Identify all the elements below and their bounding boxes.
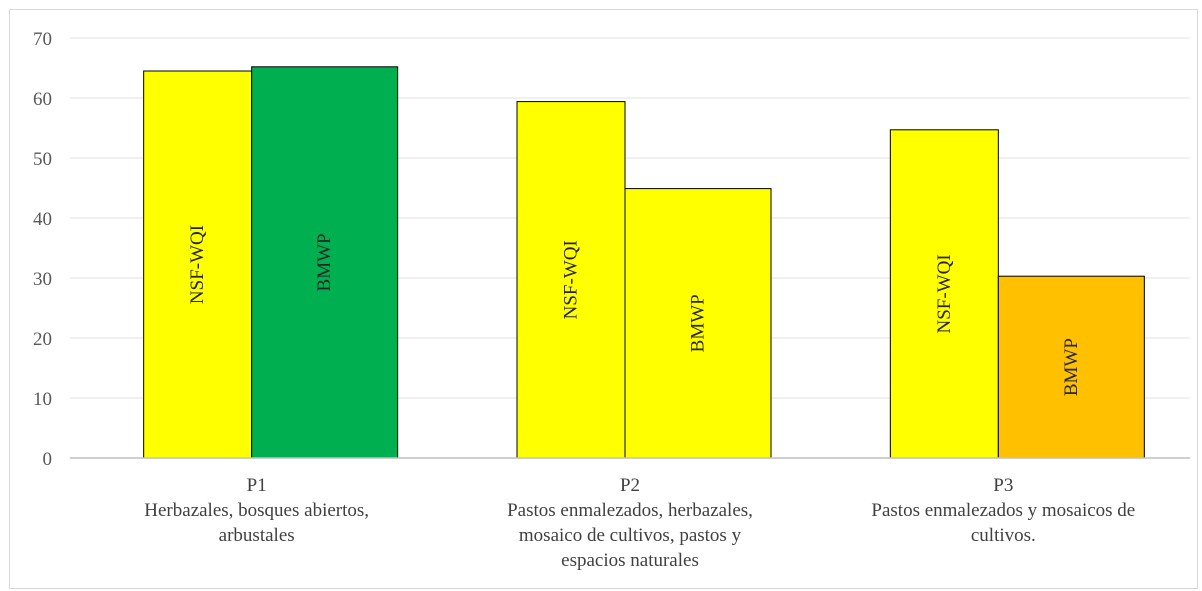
bar-label: BMWP bbox=[688, 294, 709, 352]
y-tick-label: 40 bbox=[33, 209, 52, 230]
bar-label: BMWP bbox=[1061, 338, 1082, 396]
bar-label: BMWP bbox=[314, 233, 335, 291]
bar-label: NSF-WQI bbox=[561, 240, 582, 319]
category-description-line: Pastos enmalezados, herbazales, bbox=[507, 500, 753, 521]
y-tick-label: 30 bbox=[33, 269, 52, 290]
bar-label: NSF-WQI bbox=[187, 225, 208, 304]
bar-label: NSF-WQI bbox=[934, 254, 955, 333]
category-description-line: mosaico de cultivos, pastos y bbox=[519, 525, 742, 546]
bar-nsf-wqi-1 bbox=[143, 70, 253, 459]
y-tick-label: 10 bbox=[33, 389, 52, 410]
bar-bmwp-3 bbox=[997, 275, 1145, 459]
y-tick-label: 50 bbox=[33, 149, 52, 170]
category-id-label: P1 bbox=[247, 475, 267, 496]
y-tick-label: 70 bbox=[33, 29, 52, 50]
bar-nsf-wqi-3 bbox=[889, 129, 999, 459]
category-description-line: espacios naturales bbox=[561, 550, 699, 571]
bar-bmwp-2 bbox=[624, 188, 772, 459]
y-tick-label: 20 bbox=[33, 329, 52, 350]
category-description-line: Herbazales, bosques abiertos, bbox=[144, 500, 369, 521]
category-description-line: cultivos. bbox=[971, 525, 1036, 546]
y-tick-label: 0 bbox=[43, 449, 53, 470]
bar-bmwp-1 bbox=[251, 66, 399, 459]
category-description-line: Pastos enmalezados y mosaicos de bbox=[871, 500, 1135, 521]
category-id-label: P3 bbox=[993, 475, 1013, 496]
category-id-label: P2 bbox=[620, 475, 640, 496]
y-tick-label: 60 bbox=[33, 89, 52, 110]
category-description-line: arbustales bbox=[219, 525, 295, 546]
bar-nsf-wqi-2 bbox=[516, 101, 626, 459]
